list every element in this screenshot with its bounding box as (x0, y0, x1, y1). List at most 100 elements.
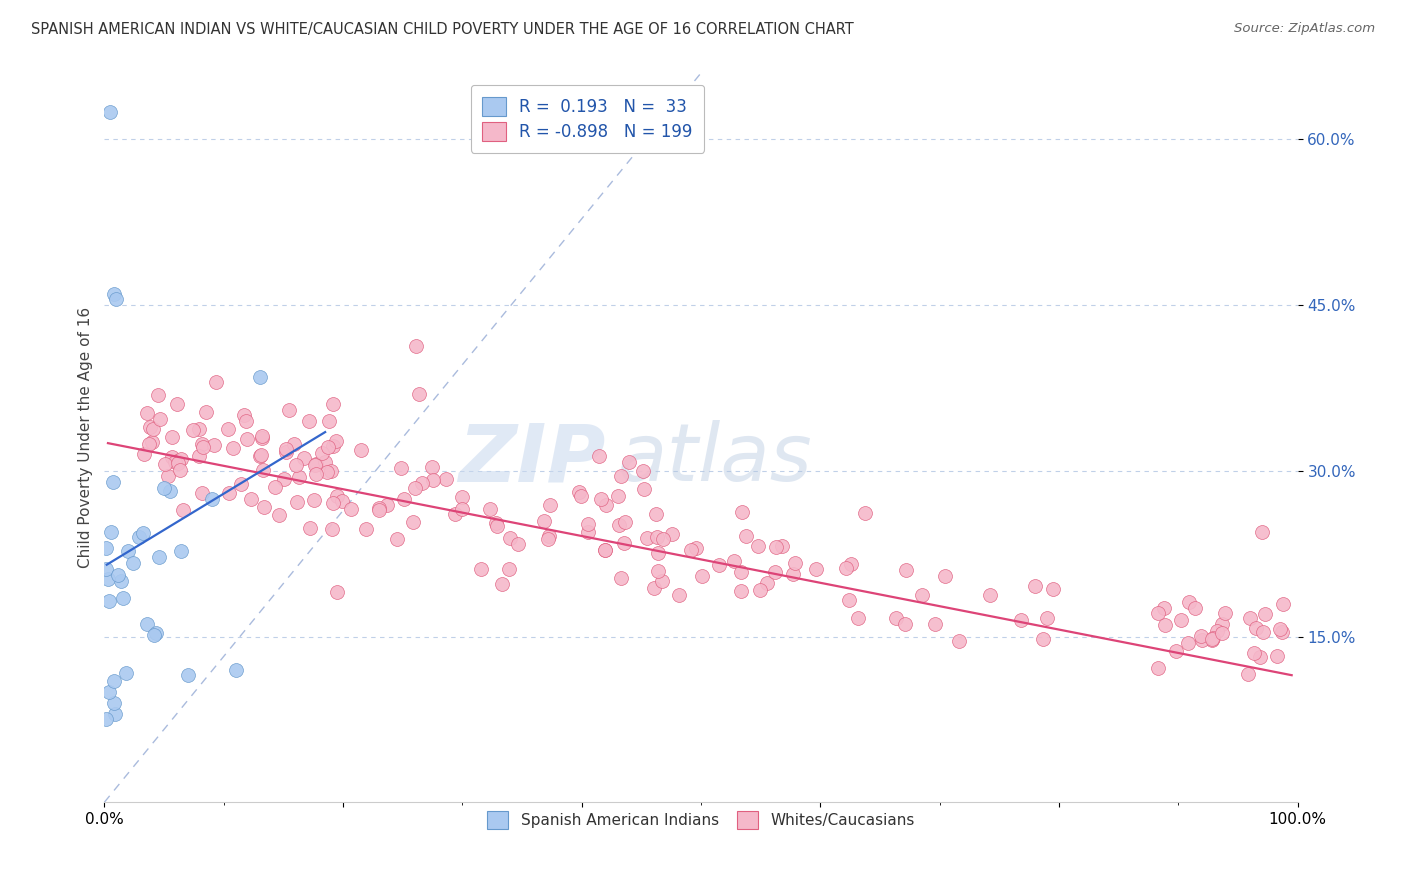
Point (101, 475, 124, 489)
Point (97, 685, 120, 699)
Point (146, 388, 169, 402)
Point (485, 518, 508, 533)
Point (304, 458, 326, 472)
Point (422, 459, 444, 474)
Point (884, 611, 907, 625)
Point (204, 438, 226, 452)
Point (304, 467, 326, 481)
Point (283, 437, 305, 451)
Point (643, 581, 665, 595)
Point (233, 408, 256, 422)
Point (591, 492, 613, 507)
Point (498, 562, 520, 576)
Point (668, 588, 690, 602)
Point (136, 406, 159, 420)
Point (314, 455, 336, 469)
Point (636, 531, 658, 545)
Point (250, 428, 273, 442)
Point (595, 542, 617, 557)
Point (569, 489, 592, 503)
Point (1184, 600, 1206, 615)
Point (311, 446, 333, 460)
Point (576, 524, 599, 539)
Point (138, 420, 160, 434)
Point (339, 502, 361, 516)
Point (661, 527, 683, 541)
Point (385, 532, 408, 546)
Point (121, 557, 143, 571)
Point (1036, 610, 1059, 624)
Point (749, 583, 772, 598)
Point (104, 706, 127, 721)
Point (613, 535, 636, 549)
Point (645, 507, 668, 521)
Point (160, 450, 183, 465)
Point (1215, 606, 1237, 620)
Point (318, 414, 340, 428)
Point (128, 530, 150, 544)
Point (633, 482, 655, 496)
Point (298, 414, 321, 428)
Point (911, 588, 934, 602)
Point (1154, 617, 1177, 632)
Point (172, 503, 194, 517)
Point (153, 481, 176, 495)
Point (159, 484, 181, 499)
Point (229, 477, 252, 491)
Point (153, 457, 176, 471)
Point (367, 503, 389, 517)
Point (1271, 597, 1294, 611)
Point (747, 540, 769, 554)
Point (177, 668, 200, 682)
Point (1211, 625, 1233, 640)
Point (166, 397, 188, 411)
Point (117, 543, 139, 558)
Text: atlas: atlas (617, 420, 813, 499)
Point (103, 696, 125, 710)
Point (1202, 632, 1225, 646)
Point (292, 450, 315, 465)
Point (316, 465, 339, 479)
Point (1189, 629, 1212, 643)
Point (218, 486, 240, 500)
Legend: Spanish American Indians, Whites/Caucasians: Spanish American Indians, Whites/Caucasi… (481, 805, 921, 835)
Point (443, 508, 465, 522)
Point (103, 673, 125, 688)
Point (1024, 579, 1046, 593)
Point (249, 369, 271, 384)
Point (607, 517, 630, 532)
Point (405, 339, 427, 353)
Point (94, 541, 117, 555)
Point (610, 571, 633, 585)
Point (134, 447, 156, 461)
Point (287, 494, 309, 508)
Point (356, 522, 378, 536)
Point (105, 293, 128, 307)
Point (499, 531, 522, 545)
Point (614, 515, 637, 529)
Point (166, 454, 188, 468)
Point (735, 529, 758, 543)
Point (195, 405, 218, 419)
Point (1271, 625, 1294, 640)
Point (193, 440, 215, 454)
Point (1147, 661, 1170, 675)
Point (1201, 632, 1223, 647)
Point (319, 464, 342, 478)
Point (250, 431, 273, 445)
Point (408, 387, 430, 401)
Point (160, 430, 183, 444)
Point (240, 491, 263, 506)
Point (607, 489, 630, 503)
Point (169, 463, 191, 477)
Point (252, 463, 274, 477)
Point (506, 537, 529, 551)
Point (685, 541, 707, 555)
Point (924, 616, 946, 631)
Point (142, 628, 165, 642)
Point (422, 473, 444, 487)
Point (322, 439, 344, 453)
Point (839, 557, 862, 571)
Point (273, 472, 295, 486)
Point (835, 561, 858, 575)
